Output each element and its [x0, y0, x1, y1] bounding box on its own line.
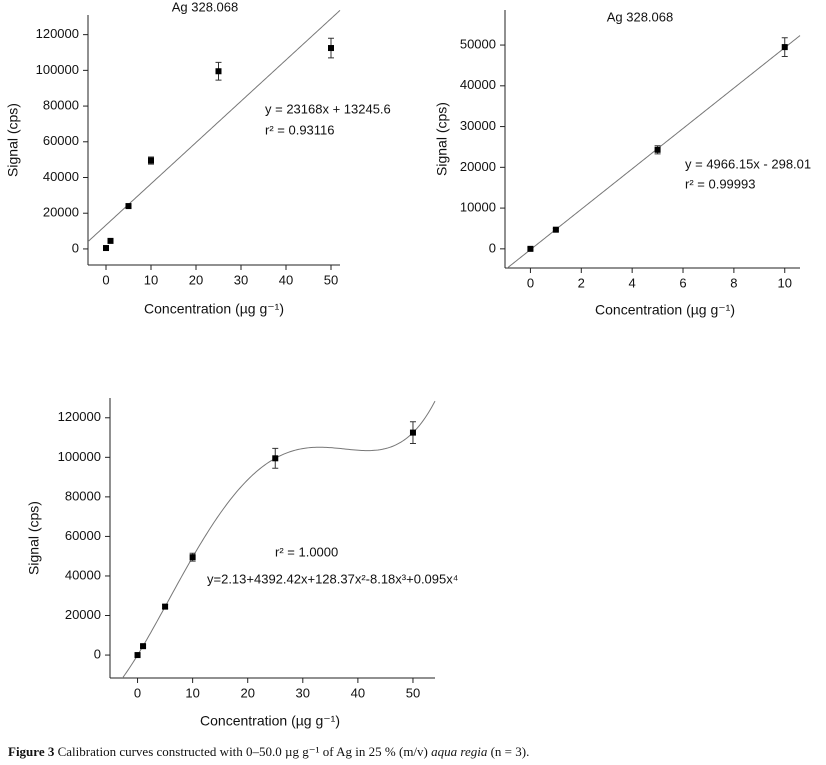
data-point	[107, 237, 114, 244]
data-point	[189, 554, 196, 561]
y-axis-label: Signal (cps)	[434, 102, 450, 176]
caption-label: Figure 3	[8, 744, 55, 759]
y-tick-label: 0	[94, 646, 101, 661]
chart: Ag 328.068 0 10000 20000 30000 40000 50000 0 2 4 6…	[434, 9, 811, 317]
data-point	[148, 157, 154, 164]
x-axis-label: Concentration (µg g⁻¹)	[595, 302, 735, 318]
data-point	[140, 643, 147, 650]
x-tick-label: 30	[234, 272, 248, 287]
y-tick-label: 40000	[460, 77, 496, 92]
caption: Figure 3 Calibration curves constructed …	[8, 744, 529, 760]
data-point	[272, 455, 279, 462]
r-squared: r² = 0.99993	[685, 176, 755, 191]
y-tick-label: 10000	[460, 200, 496, 215]
y-tick-label: 30000	[460, 118, 496, 133]
y-tick-label: 100000	[58, 449, 101, 464]
x-tick-label: 40	[351, 685, 365, 700]
y-tick-label: 80000	[43, 98, 79, 113]
data-point	[781, 44, 788, 51]
x-tick-label: 20	[240, 685, 254, 700]
x-tick-label: 0	[527, 275, 534, 290]
caption-tail: (n = 3).	[490, 744, 530, 759]
y-tick-label: 60000	[65, 528, 101, 543]
x-tick-label: 6	[679, 275, 686, 290]
fit-line	[121, 400, 436, 678]
y-tick-label: 60000	[43, 133, 79, 148]
x-tick-label: 40	[279, 272, 293, 287]
y-tick-label: 20000	[43, 205, 79, 220]
x-tick-label: 10	[185, 685, 199, 700]
data-point	[162, 603, 169, 610]
y-tick-label: 0	[489, 240, 496, 255]
y-axis-label: Signal (cps)	[5, 103, 21, 177]
data-point	[125, 203, 132, 210]
caption-text: Calibration curves constructed with 0–50…	[57, 744, 428, 759]
x-tick-label: 50	[406, 685, 420, 700]
caption-italic: aqua regia	[431, 744, 488, 759]
y-tick-label: 80000	[65, 488, 101, 503]
r-squared: r² = 0.93116	[265, 122, 335, 137]
chart-title: Ag 328.068	[607, 9, 674, 24]
x-tick-label: 20	[189, 272, 203, 287]
y-tick-label: 100000	[36, 62, 79, 77]
chart: Ag 328.068 0 20000 40000 60000 80000 100000 120…	[5, 0, 391, 317]
data-point	[328, 45, 334, 52]
fit-line	[506, 35, 801, 268]
fit-equation: y=2.13+4392.42x+128.37x²-8.18x³+0.095x⁴	[207, 571, 458, 586]
r-squared: r² = 1.0000	[275, 544, 338, 559]
y-tick-label: 20000	[460, 159, 496, 174]
y-tick-label: 40000	[43, 169, 79, 184]
x-axis-label: Concentration (µg g⁻¹)	[200, 713, 340, 729]
x-tick-label: 10	[144, 272, 158, 287]
data-point	[103, 245, 109, 252]
chart-title: Ag 328.068	[172, 0, 239, 14]
x-axis-label: Concentration (µg g⁻¹)	[144, 301, 284, 317]
x-tick-label: 10	[778, 275, 792, 290]
x-tick-label: 0	[102, 272, 109, 287]
x-tick-label: 4	[629, 275, 636, 290]
x-tick-label: 2	[578, 275, 585, 290]
y-axis-label: Signal (cps)	[26, 501, 42, 575]
y-tick-label: 120000	[58, 409, 101, 424]
figure: Ag 328.068020000400006000080000100000120…	[5, 0, 811, 729]
y-tick-label: 40000	[65, 567, 101, 582]
x-tick-label: 30	[296, 685, 310, 700]
x-tick-label: 50	[324, 272, 338, 287]
x-tick-label: 0	[134, 685, 141, 700]
data-point	[134, 652, 141, 659]
data-point	[527, 245, 534, 252]
y-tick-label: 120000	[36, 26, 79, 41]
y-tick-label: 50000	[460, 36, 496, 51]
x-tick-label: 8	[730, 275, 737, 290]
data-point	[552, 226, 559, 233]
fit-equation: y = 4966.15x - 298.01	[685, 156, 811, 171]
chart: 0 20000 40000 60000 80000 100000 120000 0 10 20 30…	[26, 398, 458, 729]
data-point	[409, 429, 416, 436]
data-point	[654, 146, 661, 153]
fit-equation: y = 23168x + 13245.6	[265, 101, 391, 116]
y-tick-label: 0	[72, 240, 79, 255]
data-point	[215, 68, 222, 75]
y-tick-label: 20000	[65, 607, 101, 622]
